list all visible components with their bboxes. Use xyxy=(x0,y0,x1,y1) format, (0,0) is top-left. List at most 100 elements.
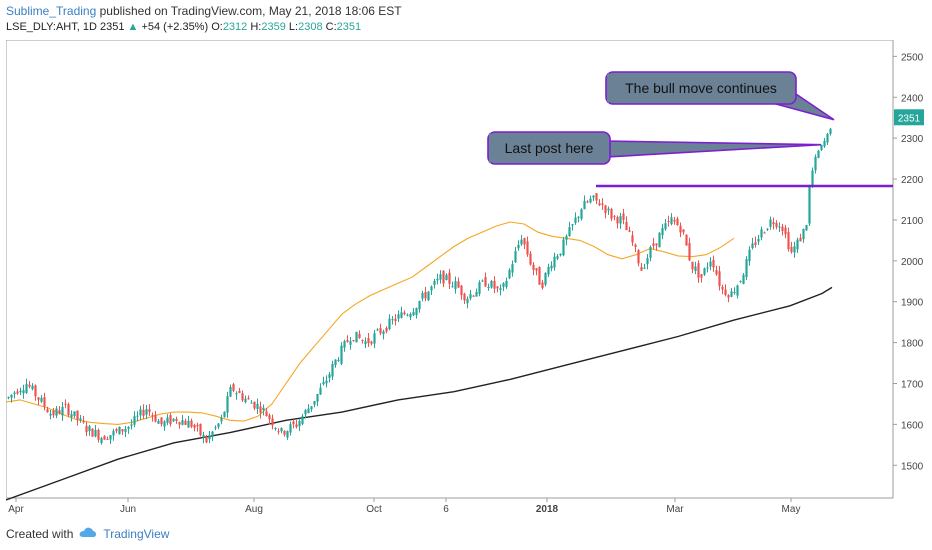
ma-long-line xyxy=(5,286,833,501)
candle-body xyxy=(712,259,715,268)
candle-body xyxy=(586,201,589,203)
candle-body xyxy=(628,230,631,232)
candle-body xyxy=(775,222,778,228)
candle-body xyxy=(544,272,547,285)
candle-body xyxy=(301,416,304,424)
candle-body xyxy=(103,436,106,440)
candle-body xyxy=(136,415,139,417)
candle-body xyxy=(169,415,172,425)
candle-body xyxy=(217,423,220,427)
candle-body xyxy=(76,410,79,420)
candle-body xyxy=(226,396,229,413)
candle-body xyxy=(388,318,391,330)
close-label: C: xyxy=(325,21,337,33)
low-value: 2308 xyxy=(298,21,323,33)
high-value: 2359 xyxy=(261,21,286,33)
x-tick-label: Oct xyxy=(366,504,382,515)
candle-body xyxy=(187,420,190,428)
tradingview-cloud-icon xyxy=(79,526,97,541)
candle-body xyxy=(604,205,607,214)
chart-area[interactable]: 2351 The bull move continues Last post her… xyxy=(5,39,924,518)
candle-body xyxy=(274,427,277,429)
candle-body xyxy=(751,243,754,249)
candle-body xyxy=(664,223,667,230)
candle-body xyxy=(181,420,184,425)
candle-body xyxy=(799,237,802,242)
candle-body xyxy=(178,422,181,425)
candle-body xyxy=(691,261,694,270)
candle-body xyxy=(232,384,235,391)
candle-body xyxy=(529,253,532,265)
candle-body xyxy=(370,341,373,344)
callout-last-post: Last post here xyxy=(487,131,822,165)
candle-body xyxy=(340,345,343,364)
callout-bull-move: The bull move continues xyxy=(605,71,835,121)
candle-body xyxy=(808,186,811,224)
candle-body xyxy=(202,435,205,438)
price-change: +54 (+2.35%) xyxy=(141,21,209,33)
candle-body xyxy=(781,226,784,232)
candle-body xyxy=(814,156,817,171)
candle-body xyxy=(214,427,217,429)
candle-body xyxy=(793,246,796,253)
y-tick-label: 1500 xyxy=(901,461,924,472)
candle-body xyxy=(283,430,286,435)
candle-body xyxy=(424,292,427,299)
candle-body xyxy=(748,249,751,262)
candle-body xyxy=(142,409,145,416)
candle-body xyxy=(787,232,790,250)
candle-body xyxy=(34,385,37,397)
candle-body xyxy=(649,246,652,258)
candle-body xyxy=(91,428,94,437)
candle-body xyxy=(382,331,385,335)
x-tick-label: Jun xyxy=(120,504,136,515)
candle-body xyxy=(427,291,430,301)
candle-body xyxy=(655,243,658,246)
candle-body xyxy=(196,424,199,427)
last-price: 2351 xyxy=(99,21,125,33)
candle-body xyxy=(658,232,661,248)
candle-body xyxy=(652,243,655,247)
candle-body xyxy=(343,341,346,348)
candle-body xyxy=(355,331,358,343)
candle-body xyxy=(523,238,526,245)
tradingview-brand[interactable]: TradingView xyxy=(103,526,170,541)
candle-body xyxy=(490,280,493,288)
candle-body xyxy=(790,246,793,253)
author-link[interactable]: Sublime_Trading xyxy=(6,4,97,18)
candle-body xyxy=(337,360,340,362)
candle-body xyxy=(589,198,592,203)
candle-body xyxy=(154,414,157,422)
candle-body xyxy=(112,430,115,436)
price-chart[interactable]: 2351 The bull move continues Last post her… xyxy=(5,39,924,518)
candle-body xyxy=(700,274,703,278)
candle-body xyxy=(172,418,175,422)
candle-body xyxy=(367,338,370,344)
candle-body xyxy=(466,298,469,304)
candle-body xyxy=(445,274,448,281)
candle-body xyxy=(457,281,460,288)
candle-body xyxy=(85,425,88,433)
candle-body xyxy=(61,406,64,416)
candle-body xyxy=(145,409,148,415)
candle-body xyxy=(268,415,271,420)
candle-body xyxy=(352,340,355,342)
candle-body xyxy=(265,411,268,417)
candle-body xyxy=(487,286,490,288)
candle-body xyxy=(619,216,622,224)
candle-body xyxy=(472,295,475,297)
x-tick-label: 6 xyxy=(443,504,449,515)
candle-body xyxy=(643,267,646,269)
candle-body xyxy=(166,417,169,423)
long-moving-average xyxy=(5,286,833,501)
candle-body xyxy=(733,292,736,294)
candle-body xyxy=(163,421,166,427)
candle-body xyxy=(385,328,388,332)
candle-body xyxy=(511,264,514,273)
candle-body xyxy=(25,384,28,393)
candle-body xyxy=(28,384,31,387)
candle-body xyxy=(772,222,775,225)
y-tick-label: 1800 xyxy=(901,339,924,350)
candle-body xyxy=(37,397,40,400)
candle-body xyxy=(361,339,364,341)
